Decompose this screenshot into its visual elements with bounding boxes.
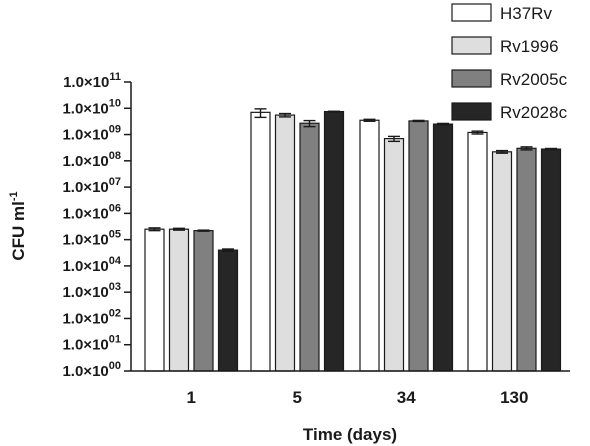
bar	[299, 122, 320, 372]
legend-swatch	[451, 3, 492, 22]
y-tick-mantissa: 1.0×10	[62, 127, 108, 144]
bar	[217, 249, 239, 372]
y-tick-label: 1.0×1006	[62, 202, 121, 222]
y-tick-mantissa: 1.0×10	[62, 337, 108, 354]
y-tick-exponent: 00	[109, 360, 121, 372]
y-tick-exponent: 01	[109, 334, 121, 346]
y-tick-label: 1.0×1001	[62, 334, 121, 354]
y-tick-label: 1.0×1000	[62, 360, 121, 380]
bar	[359, 119, 380, 372]
y-tick-label: 1.0×1009	[62, 124, 121, 144]
x-tick-label: 34	[397, 388, 416, 407]
y-tick-exponent: 03	[109, 281, 121, 293]
y-tick-exponent: 07	[109, 176, 121, 188]
bar	[168, 228, 190, 372]
x-tick-label: 130	[500, 388, 528, 407]
y-tick-mantissa: 1.0×10	[62, 284, 108, 301]
y-tick-mantissa: 1.0×10	[62, 363, 108, 380]
legend-label: H37Rv	[500, 4, 552, 23]
bar	[540, 148, 562, 372]
legend: H37Rv Rv1996 Rv2005c Rv2028c	[451, 3, 568, 122]
legend-label: Rv2005c	[500, 70, 568, 89]
bar	[383, 138, 405, 372]
bar	[274, 114, 296, 372]
bar	[408, 120, 429, 372]
legend-swatch	[451, 36, 492, 55]
legend-swatch	[451, 102, 492, 121]
y-tick-exponent: 09	[109, 124, 121, 136]
y-tick-label: 1.0×1011	[63, 71, 121, 91]
y-tick-label: 1.0×1005	[62, 229, 121, 249]
y-tick-mantissa: 1.0×10	[62, 258, 108, 275]
bar	[193, 230, 214, 372]
y-tick-mantissa: 1.0×10	[62, 310, 108, 327]
legend-label: Rv1996	[500, 37, 559, 56]
y-tick-label: 1.0×1007	[62, 176, 121, 196]
bar	[467, 131, 488, 372]
y-tick-exponent: 08	[109, 150, 121, 162]
x-axis-tick-labels: 1 5 34 130	[187, 388, 529, 407]
y-tick-exponent: 11	[109, 71, 121, 83]
legend-swatch	[451, 69, 492, 88]
legend-label: Rv2028c	[500, 103, 568, 122]
y-tick-mantissa: 1.0×10	[62, 153, 108, 170]
y-axis-ticks: 1.0×10001.0×10011.0×10021.0×10031.0×1004…	[62, 71, 131, 380]
y-tick-exponent: 04	[109, 255, 122, 267]
y-axis-title: CFU ml-1	[8, 191, 28, 260]
bar	[144, 228, 165, 372]
y-tick-label: 1.0×1003	[62, 281, 121, 301]
y-tick-label: 1.0×1004	[62, 255, 121, 275]
x-tick-label: 1	[187, 388, 196, 407]
y-tick-exponent: 10	[109, 97, 121, 109]
y-tick-exponent: 05	[109, 229, 121, 241]
y-tick-mantissa: 1.0×10	[62, 232, 108, 249]
y-tick-label: 1.0×1002	[62, 307, 121, 327]
bar	[516, 147, 537, 372]
y-tick-exponent: 06	[109, 202, 121, 214]
y-tick-exponent: 02	[109, 307, 121, 319]
error-bars	[148, 108, 557, 252]
y-tick-mantissa: 1.0×10	[62, 205, 108, 222]
y-tick-mantissa: 1.0×10	[62, 179, 108, 196]
y-tick-label: 1.0×1010	[62, 97, 121, 117]
y-axis-title-superscript: -1	[8, 191, 20, 201]
bar	[250, 111, 271, 372]
y-tick-label: 1.0×1008	[62, 150, 121, 170]
x-axis-title: Time (days)	[303, 425, 397, 444]
x-tick-label: 5	[293, 388, 302, 407]
y-tick-mantissa: 1.0×10	[63, 74, 109, 91]
bar	[432, 123, 454, 372]
y-tick-mantissa: 1.0×10	[62, 100, 108, 117]
bar	[323, 110, 345, 372]
bar	[491, 151, 513, 372]
y-axis-title-text: CFU ml	[9, 201, 28, 261]
